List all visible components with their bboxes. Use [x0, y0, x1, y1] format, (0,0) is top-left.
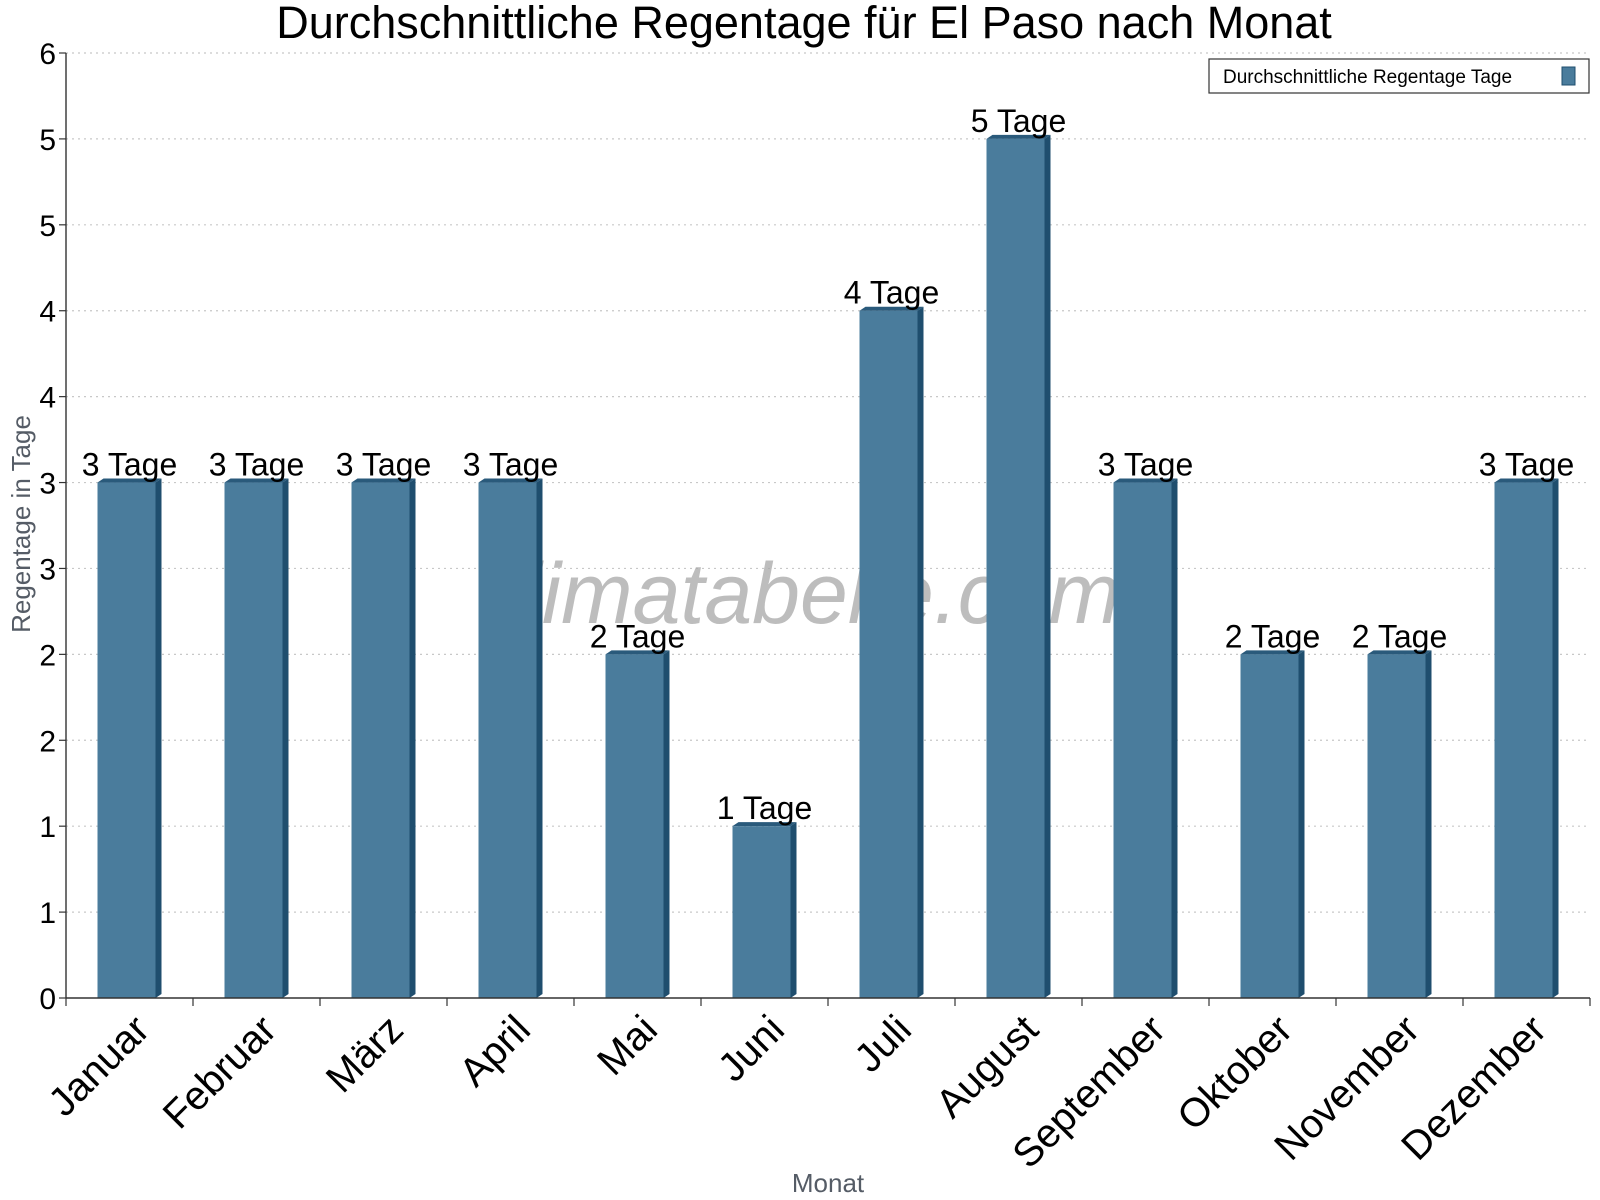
bar — [1113, 478, 1178, 999]
data-labels: 3 Tage 3 Tage 3 Tage 3 Tage 2 Tage 1 Tage 4 Ta… — [82, 103, 1575, 826]
bar-top — [478, 478, 543, 483]
bar-front — [986, 138, 1045, 999]
y-tick-label: 3 — [39, 553, 56, 586]
data-label: 3 Tage — [1479, 447, 1575, 483]
y-tick-label: 2 — [39, 639, 56, 672]
data-label: 3 Tage — [1098, 447, 1194, 483]
y-tick-labels: 0 1 1 2 2 3 3 4 4 5 5 6 — [39, 38, 56, 1016]
data-label: 3 Tage — [82, 447, 178, 483]
y-axis-title: Regentage in Tage — [6, 415, 36, 633]
bar — [1494, 478, 1559, 999]
legend-swatch — [1561, 66, 1576, 86]
bar-side — [917, 306, 924, 998]
x-tick-label: Februar — [155, 1007, 285, 1137]
y-tick-label: 1 — [39, 897, 56, 930]
bar-front — [1240, 654, 1299, 998]
bar-top — [1113, 478, 1178, 483]
y-tick-label: 4 — [39, 382, 56, 415]
bar — [478, 478, 543, 999]
data-label: 2 Tage — [1225, 618, 1321, 654]
y-tick-label: 2 — [39, 725, 56, 758]
data-label: 5 Tage — [971, 103, 1067, 139]
bar-front — [97, 482, 156, 999]
data-label: 1 Tage — [717, 790, 813, 826]
bar-front — [478, 482, 537, 999]
legend-box — [1208, 58, 1590, 94]
x-axis-title: Monat — [792, 1168, 865, 1198]
data-label: 3 Tage — [463, 447, 559, 483]
bar-side — [155, 478, 162, 999]
bar — [1367, 650, 1432, 998]
x-tick-label: Oktober — [1169, 1007, 1301, 1139]
y-tick-label: 4 — [39, 296, 56, 329]
bar-side — [409, 478, 416, 999]
bar-front — [1494, 482, 1553, 999]
data-label: 2 Tage — [1352, 618, 1448, 654]
bar-top — [1240, 650, 1305, 655]
x-tick-label: Januar — [40, 1007, 158, 1125]
bar — [97, 478, 162, 999]
bar-side — [663, 650, 670, 998]
y-tick-label: 6 — [39, 38, 56, 71]
data-label: 4 Tage — [844, 275, 940, 311]
chart-title: Durchschnittliche Regentage für El Paso … — [276, 0, 1332, 48]
bar-side — [1298, 650, 1305, 998]
data-label: 2 Tage — [590, 618, 686, 654]
legend-label: Durchschnittliche Regentage Tage — [1223, 67, 1512, 88]
y-tick-label: 5 — [39, 124, 56, 157]
grid-lines — [66, 52, 1590, 913]
bar-top — [224, 478, 289, 483]
bar-top — [859, 306, 924, 311]
bar-front — [605, 654, 664, 998]
x-tick-label: Juli — [846, 1007, 920, 1081]
bar-front — [224, 482, 283, 999]
bar-side — [536, 478, 543, 999]
x-tick-label: Mai — [589, 1007, 666, 1084]
x-tick-label: Juni — [710, 1007, 793, 1090]
bar — [732, 822, 797, 998]
legend: Durchschnittliche Regentage Tage — [1208, 58, 1590, 94]
bar-top — [986, 134, 1051, 139]
bar-top — [97, 478, 162, 483]
y-tick-label: 1 — [39, 811, 56, 844]
bar-side — [1171, 478, 1178, 999]
bar-top — [351, 478, 416, 483]
bar — [859, 306, 924, 998]
x-tick-label: April — [451, 1007, 539, 1095]
bars — [97, 134, 1559, 999]
data-label: 3 Tage — [209, 447, 305, 483]
bar-side — [790, 822, 797, 998]
bar-side — [1425, 650, 1432, 998]
bar-side — [1044, 134, 1051, 999]
bar — [351, 478, 416, 999]
bar — [224, 478, 289, 999]
data-label: 3 Tage — [336, 447, 432, 483]
bar — [605, 650, 670, 998]
bar — [986, 134, 1051, 999]
y-tick-label: 0 — [39, 983, 56, 1016]
bar-front — [732, 826, 791, 998]
x-tick-label: August — [928, 1007, 1047, 1126]
x-tick-label: März — [318, 1007, 412, 1101]
bar-side — [282, 478, 289, 999]
axes — [59, 52, 1591, 1006]
bar-front — [1113, 482, 1172, 999]
bar-top — [732, 822, 797, 827]
y-tick-label: 3 — [39, 468, 56, 501]
bar-front — [1367, 654, 1426, 998]
bar-top — [605, 650, 670, 655]
bar-front — [859, 310, 918, 998]
bar-side — [1552, 478, 1559, 999]
bar-front — [351, 482, 410, 999]
bar — [1240, 650, 1305, 998]
bar-top — [1494, 478, 1559, 483]
y-tick-label: 5 — [39, 210, 56, 243]
bar-top — [1367, 650, 1432, 655]
